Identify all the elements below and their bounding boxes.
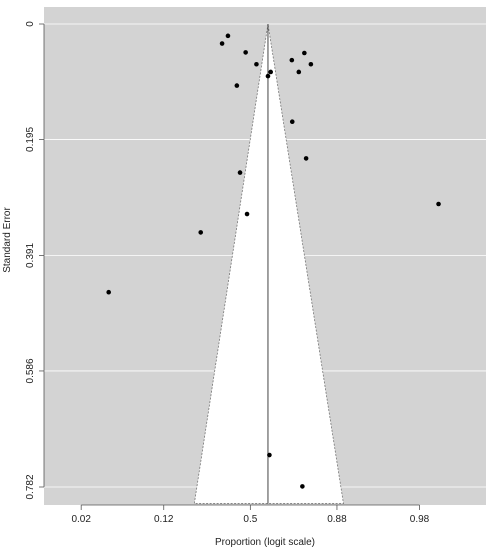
data-point: [267, 452, 272, 458]
data-points: [106, 33, 441, 489]
data-point: [289, 119, 295, 124]
y-axis: 0 0.195 0.391 0.586 0.782: [25, 21, 45, 500]
data-point: [234, 83, 240, 88]
x-axis: 0.02 0.12 0.5 0.88 0.98: [71, 504, 430, 525]
x-tick-label: 0.12: [154, 514, 174, 525]
x-tick-label: 0.88: [327, 514, 347, 525]
data-point: [244, 211, 250, 217]
data-point: [436, 201, 441, 207]
y-axis-title: Standard Error: [2, 207, 13, 273]
y-tick-label: 0: [25, 21, 36, 27]
data-point: [303, 156, 309, 161]
data-point: [198, 230, 204, 235]
data-point: [302, 50, 307, 56]
y-tick-label: 0.195: [25, 127, 36, 152]
y-tick-label: 0.391: [25, 243, 36, 268]
data-point: [243, 50, 248, 55]
data-point: [289, 57, 295, 63]
data-point: [106, 289, 111, 295]
data-point: [308, 61, 314, 67]
data-point: [254, 61, 259, 67]
data-point: [265, 73, 271, 79]
x-axis-title: Proportion (logit scale): [215, 537, 315, 548]
x-tick-label: 0.98: [410, 514, 430, 525]
y-tick-label: 0.782: [25, 474, 36, 499]
x-tick-label: 0.02: [71, 514, 91, 525]
data-point: [237, 170, 243, 175]
data-point: [300, 484, 305, 489]
data-point: [268, 69, 274, 75]
data-point: [219, 41, 225, 46]
x-tick-label: 0.5: [243, 514, 257, 525]
y-tick-label: 0.586: [25, 358, 36, 383]
data-point: [225, 33, 231, 39]
data-point: [296, 69, 302, 75]
funnel-region: [193, 23, 344, 504]
